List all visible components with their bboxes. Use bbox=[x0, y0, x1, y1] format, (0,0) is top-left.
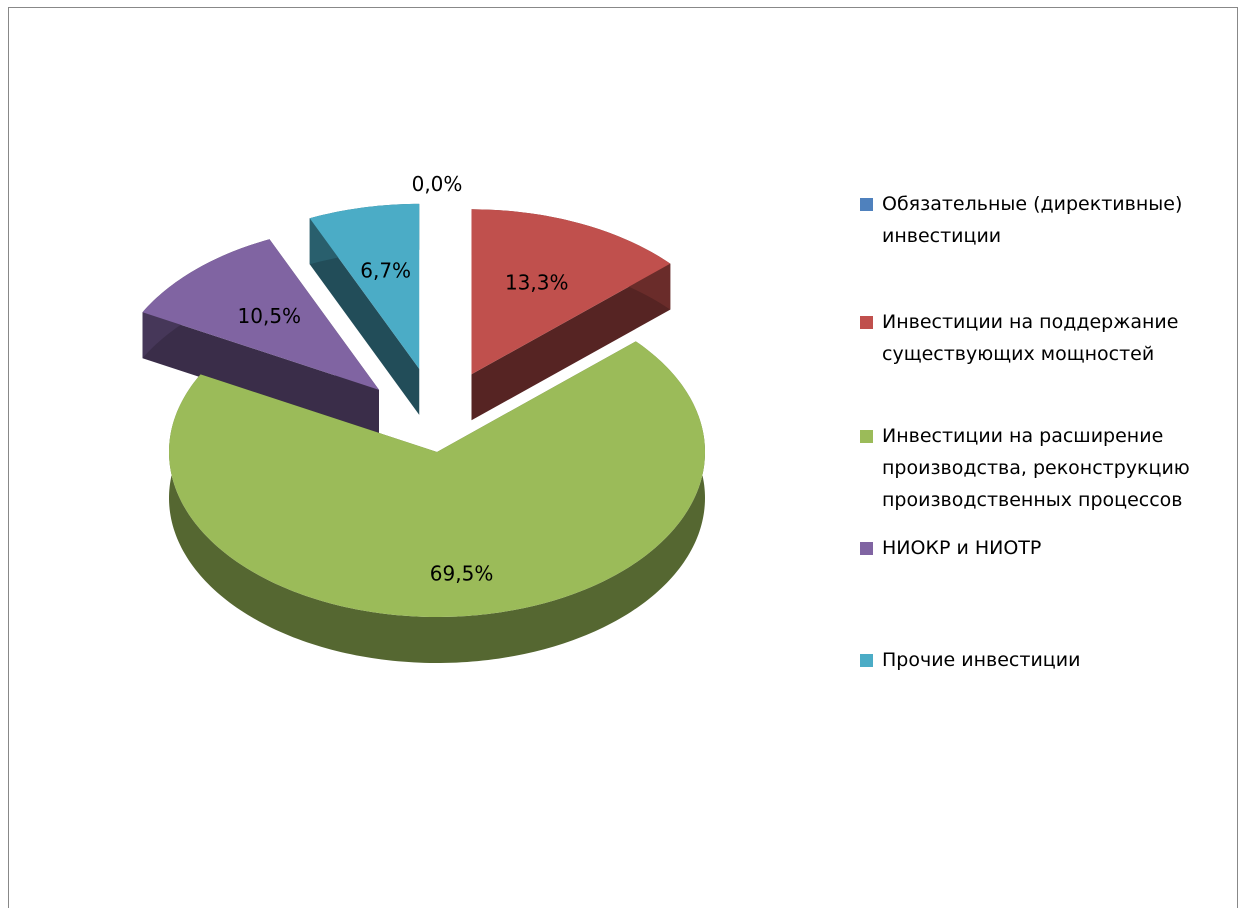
legend-label: Прочие инвестиции bbox=[882, 649, 1081, 671]
legend-label: Инвестиции на расширение производства, р… bbox=[882, 425, 1190, 511]
legend-item: Прочие инвестиции bbox=[860, 644, 1245, 676]
legend-label: НИОКР и НИОТР bbox=[882, 537, 1042, 559]
slice-side bbox=[309, 218, 420, 415]
slice-side bbox=[471, 263, 671, 421]
data-label: 13,3% bbox=[505, 270, 569, 294]
legend-label: Обязательные (директивные) инвестиции bbox=[882, 193, 1183, 247]
legend-item: Обязательные (директивные) инвестиции bbox=[860, 188, 1245, 252]
legend-swatch bbox=[860, 654, 873, 667]
pie-slice bbox=[142, 239, 380, 390]
legend-label: Инвестиции на поддержание существующих м… bbox=[882, 311, 1179, 365]
legend-item: НИОКР и НИОТР bbox=[860, 532, 1245, 564]
pie-slice bbox=[169, 341, 705, 617]
pie-slice bbox=[471, 209, 671, 375]
chart-border bbox=[8, 7, 1238, 908]
legend-swatch bbox=[860, 198, 873, 211]
data-label: 69,5% bbox=[430, 561, 494, 585]
legend-swatch bbox=[860, 316, 873, 329]
data-label: 6,7% bbox=[360, 259, 411, 283]
legend-item: Инвестиции на расширение производства, р… bbox=[860, 420, 1245, 516]
pie-slice bbox=[309, 203, 420, 369]
data-label: 10,5% bbox=[238, 304, 302, 328]
slice-side bbox=[142, 312, 380, 436]
legend-swatch bbox=[860, 430, 873, 443]
legend-item: Инвестиции на поддержание существующих м… bbox=[860, 306, 1245, 370]
legend-swatch bbox=[860, 542, 873, 555]
data-label: 0,0% bbox=[412, 172, 463, 196]
